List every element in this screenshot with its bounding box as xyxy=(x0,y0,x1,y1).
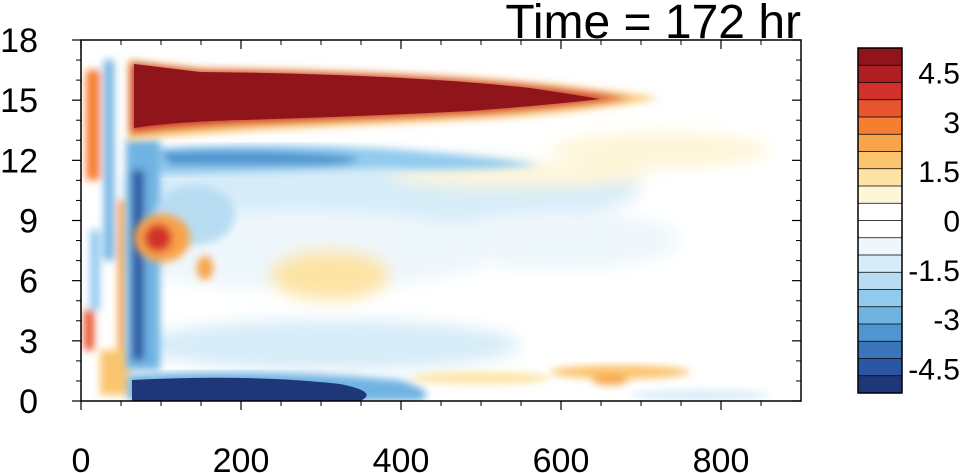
weak-positive-surface-1 xyxy=(410,372,550,384)
colorbar-label: 1.5 xyxy=(918,156,960,189)
blue-column-inner xyxy=(132,170,144,360)
x-axis: 0 200 400 600 800 xyxy=(72,40,762,473)
y-tick-label: 3 xyxy=(19,323,38,361)
x-tick-label: 200 xyxy=(213,442,270,473)
pale-blue-zone-right xyxy=(440,210,680,270)
colorbar-swatch xyxy=(858,324,902,342)
colorbar-label: -1.5 xyxy=(908,255,960,288)
colorbar-swatch xyxy=(858,168,902,187)
pale-yellow-zone-right xyxy=(550,132,770,168)
colorbar-swatch xyxy=(858,341,902,359)
colorbar-swatch xyxy=(858,272,902,290)
colorbar-label: 3 xyxy=(943,107,960,140)
y-tick-label: 15 xyxy=(0,82,38,120)
x-tick-label: 0 xyxy=(72,442,91,473)
negative-layer-inner xyxy=(160,150,358,166)
colorbar-label: -4.5 xyxy=(908,353,960,386)
colorbar-swatch xyxy=(858,289,902,308)
positive-spot-small xyxy=(197,256,213,280)
weak-positive-surface-2 xyxy=(550,365,690,379)
x-tick-label: 400 xyxy=(373,442,430,473)
colorbar-swatch xyxy=(858,134,902,152)
left-red-stripe-2 xyxy=(118,200,126,350)
colorbar-swatch xyxy=(858,255,902,273)
positive-spot-inner xyxy=(144,224,172,252)
left-orange-bottom xyxy=(100,350,130,395)
negative-surface-core xyxy=(132,377,367,401)
colorbar-swatch xyxy=(858,65,902,83)
colorbar-swatch xyxy=(858,99,902,118)
colorbar-label: 0 xyxy=(943,206,960,239)
left-blue-stripe-1 xyxy=(104,60,114,260)
colorbar-swatch xyxy=(858,48,902,66)
colorbar-swatch xyxy=(858,82,902,101)
colorbar-swatch xyxy=(858,375,902,394)
y-tick-label: 6 xyxy=(19,263,38,301)
contour-field xyxy=(84,60,770,401)
chart-title: Time = 172 hr xyxy=(505,0,801,49)
y-axis: 0 3 6 9 12 15 18 xyxy=(0,22,801,421)
pale-blue-zone-low xyxy=(140,320,520,370)
colorbar-swatch xyxy=(858,203,902,221)
y-tick-label: 9 xyxy=(19,203,38,241)
colorbar-swatch xyxy=(858,237,902,256)
colorbar: 4.5 3 1.5 0 -1.5 -3 -4.5 xyxy=(857,47,960,394)
y-tick-label: 0 xyxy=(19,383,38,421)
pale-yellow-zone-mid xyxy=(270,250,390,300)
colorbar-swatch xyxy=(858,220,902,239)
positive-band-core xyxy=(134,64,600,128)
colorbar-swatch xyxy=(858,306,902,325)
colorbar-swatch xyxy=(858,358,902,377)
colorbar-swatch xyxy=(858,186,902,204)
colorbar-swatch xyxy=(858,151,902,170)
weak-positive-surface-3 xyxy=(592,375,628,385)
left-red-stripe-3 xyxy=(84,310,94,350)
colorbar-swatch xyxy=(858,117,902,135)
x-tick-label: 600 xyxy=(533,442,590,473)
y-tick-label: 12 xyxy=(0,142,38,180)
colorbar-label: 4.5 xyxy=(918,58,960,91)
y-tick-label: 18 xyxy=(0,22,38,60)
colorbar-frame xyxy=(857,47,903,394)
weak-blue-surface xyxy=(630,390,770,400)
x-tick-label: 800 xyxy=(693,442,750,473)
colorbar-label: -3 xyxy=(933,304,960,337)
left-blue-stripe-2 xyxy=(90,230,100,310)
left-red-stripe-1 xyxy=(86,70,100,180)
